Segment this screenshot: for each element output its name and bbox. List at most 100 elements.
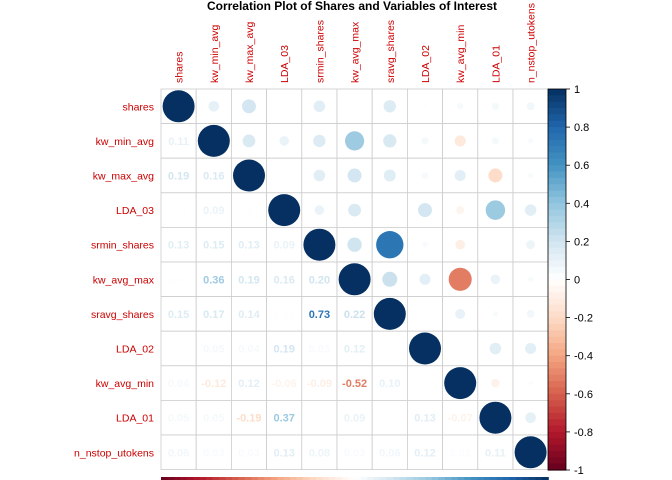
legend-band [548,247,566,255]
legend-tick-label: 0.4 [574,198,589,210]
legend-band [548,266,566,274]
legend-band [548,196,566,204]
legend-band [548,120,566,128]
grid-cell [230,123,267,159]
correlation-circle [353,104,357,108]
legend-band [548,285,566,293]
bottom-gradient-band [477,477,485,480]
bottom-gradient-band [509,477,517,480]
correlation-circle [492,311,499,317]
legend-tick-label: -0.6 [574,389,593,401]
grid-cell [371,434,408,470]
correlation-circle [514,436,547,469]
correlation-value: 0.36 [203,274,224,286]
correlation-circle [423,312,427,316]
legend-band [548,336,566,344]
bottom-gradient-band [186,477,194,480]
grid-cell [195,399,232,436]
bottom-gradient-band [522,477,530,480]
correlation-value: 0.22 [344,309,365,321]
correlation-circle [421,137,429,145]
grid-cell [406,434,443,470]
correlation-value: 0.19 [238,274,259,286]
legend-band [548,444,566,452]
correlation-circle [282,173,286,178]
correlation-circle [382,271,398,287]
correlation-value: 0.11 [168,136,189,148]
bottom-gradient-band [470,477,478,480]
bottom-gradient-band [490,477,498,480]
correlation-value: 0.15 [203,240,224,252]
correlation-circle [493,243,497,247]
correlation-circle [418,203,432,218]
correlation-value: 0.12 [414,447,435,459]
grid-cell [230,365,267,401]
legend-band [548,241,566,249]
row-label: LDA_02 [116,344,154,356]
correlation-value: 0.20 [309,274,330,286]
bottom-gradient-band [225,477,233,480]
bottom-gradient-band [264,477,272,480]
legend-tick-label: 0.6 [574,160,589,172]
correlation-circle [388,208,392,212]
row-label: srmin_shares [91,240,154,252]
correlation-circle [525,342,537,355]
grid-cell [301,434,338,470]
grid-cell [230,434,267,470]
correlation-value: 0.05 [203,413,224,425]
legend-band [548,463,566,471]
legend-band [548,158,566,166]
legend-band [548,425,566,433]
row-label: sravg_shares [91,309,154,321]
bottom-gradient-band [361,477,369,480]
correlation-circle [525,412,536,424]
bottom-gradient-band [425,477,433,480]
grid-cell [512,123,549,159]
legend-band [548,457,566,465]
correlation-value: 0.05 [168,413,189,425]
matrix-cells: 0.11 0.19 0.16 0.01 0.09 0.01 0.13 0.15 0.13 0.09… [74,3,549,470]
grid-cell [406,365,443,401]
legend-band [548,431,566,439]
correlation-circle [524,204,537,216]
grid-cell [195,365,232,401]
grid-cell [371,399,408,436]
column-label: kw_avg_max [350,21,362,83]
correlation-circle [208,100,220,112]
correlation-value: 0.01 [168,274,189,286]
correlation-value: -0.52 [342,378,367,390]
correlation-circle [444,367,477,400]
legend-band [548,298,566,306]
bottom-gradient-band [322,477,330,480]
correlation-value: 0.04 [238,344,260,356]
bottom-gradient-band [161,477,169,480]
row-label: LDA_01 [116,413,154,425]
row-label: kw_avg_min [96,378,155,390]
correlation-circle [373,297,406,330]
bottom-gradient-band [541,477,549,480]
grid-cell [160,157,197,194]
legend-band [548,127,566,135]
legend-band [548,171,566,179]
correlation-circle [488,168,503,183]
bottom-gradient-band [457,477,465,480]
legend-band [548,406,566,414]
correlation-circle [485,200,506,220]
legend-band [548,108,566,115]
grid-cell [336,296,373,332]
legend-band [548,374,566,382]
bottom-gradient-band [238,477,246,480]
correlation-circle [419,273,431,285]
legend-band [548,438,566,446]
correlation-value: 0.01 [273,309,294,321]
legend-tick-label: 0 [574,275,580,287]
correlation-value: 0.16 [203,171,224,183]
row-label: LDA_03 [116,205,154,217]
correlation-circle [454,135,466,147]
bottom-gradient-band [386,477,394,480]
column-label: LDA_01 [490,45,502,83]
correlation-circle [491,137,499,145]
bottom-gradient-band [380,477,388,480]
correlation-value: 0.13 [168,240,189,252]
